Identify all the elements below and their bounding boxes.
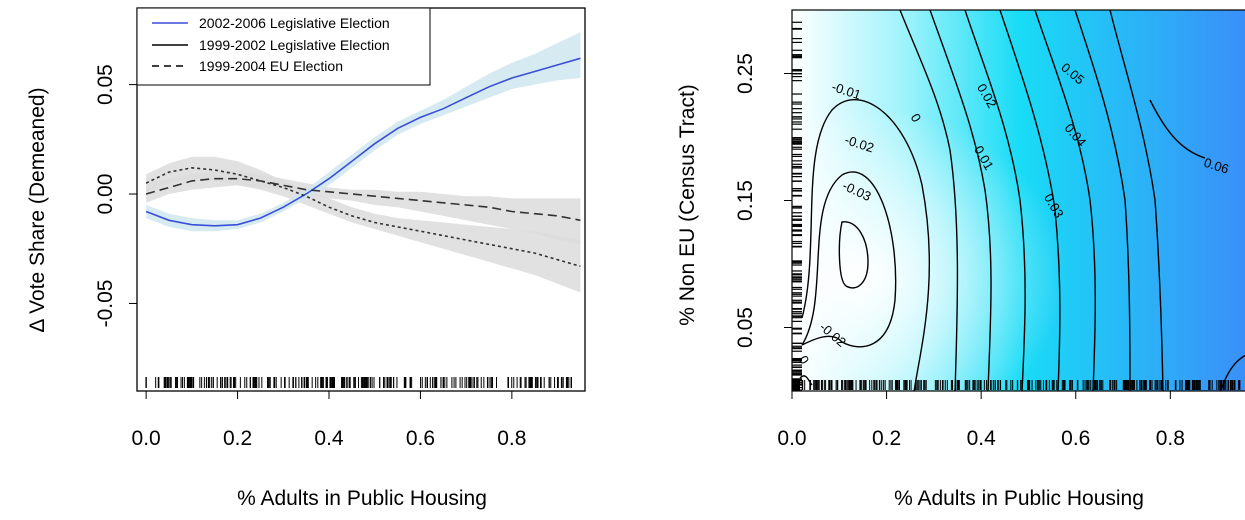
right-x-tick-label: 0.6 [1061, 427, 1090, 450]
contour-line-minus-0.01-a [801, 98, 930, 391]
left-x-tick-label: 0.0 [132, 427, 161, 450]
left-y-tick-label: 0.00 [94, 174, 117, 215]
series-line-1 [145, 57, 581, 227]
heatmap-field [792, 10, 1245, 391]
contour-line-0.04 [1034, 10, 1096, 391]
left-rug [145, 377, 572, 388]
series-line-2 [145, 166, 581, 268]
contour-line-0 [899, 10, 959, 391]
contour-line-0.03 [999, 10, 1061, 391]
left-x-axis: 0.0 0.2 0.4 0.6 0.8 [132, 390, 526, 450]
right-y-tick-label: 0.05 [734, 307, 757, 348]
heatmap-highlight [792, 10, 1245, 391]
right-y-tick-label: 0.25 [734, 53, 757, 94]
left-x-tick-label: 0.8 [497, 427, 526, 450]
contour-label: 0.06 [1202, 155, 1231, 177]
left-bands [146, 32, 581, 293]
series-line-3 [145, 177, 581, 222]
left-chart: 0.0 0.2 0.4 0.6 0.8 -0.05 0.00 0.05 2002-2006 … [26, 7, 586, 510]
left-x-tick-label: 0.4 [314, 427, 344, 450]
left-lines [145, 57, 581, 268]
left-y-tick-label: -0.05 [94, 280, 117, 328]
right-y-axis-title: % Non EU (Census Tract) [676, 84, 699, 326]
right-rug [792, 21, 1241, 392]
contour-line-0.06 [1149, 99, 1206, 159]
contour-line-0.05 [1074, 10, 1131, 391]
rug-corner-mark [792, 379, 800, 391]
right-y-axis: 0.05 0.15 0.25 [734, 53, 792, 348]
legend: 2002-2006 Legislative Election 1999-2002… [136, 7, 431, 86]
legend-label-1: 2002-2006 Legislative Election [199, 15, 390, 31]
contour-line-0.02 [964, 10, 1026, 391]
right-y-tick-label: 0.15 [734, 180, 757, 221]
confidence-band-3 [146, 170, 581, 245]
left-x-tick-label: 0.6 [406, 427, 435, 450]
right-x-tick-label: 0.0 [777, 427, 806, 450]
contour-line-0.01 [929, 10, 992, 391]
left-x-axis-title: % Adults in Public Housing [237, 487, 487, 510]
legend-box [136, 7, 431, 86]
contour-line-minus-0.02 [801, 171, 897, 348]
legend-label-2: 1999-2002 Legislative Election [199, 37, 390, 53]
left-y-axis-title: Δ Vote Share (Demeaned) [26, 87, 49, 332]
contour-line-minus-0.03 [838, 221, 869, 289]
contour-line-0.055 [1109, 10, 1164, 391]
left-x-tick-label: 0.2 [223, 427, 252, 450]
contour-line-minus-0.01-b [799, 375, 813, 386]
confidence-band-2 [146, 156, 581, 293]
left-y-tick-label: 0.05 [94, 64, 117, 105]
right-x-tick-label: 0.2 [872, 427, 901, 450]
right-x-axis: 0.0 0.2 0.4 0.6 0.8 [777, 390, 1185, 450]
right-x-tick-label: 0.8 [1156, 427, 1185, 450]
left-y-axis: -0.05 0.00 0.05 [94, 64, 137, 327]
contour-lines [799, 10, 1245, 391]
right-x-axis-title: % Adults in Public Housing [894, 487, 1144, 510]
legend-label-3: 1999-2004 EU Election [199, 58, 343, 74]
right-x-tick-label: 0.4 [967, 427, 997, 450]
